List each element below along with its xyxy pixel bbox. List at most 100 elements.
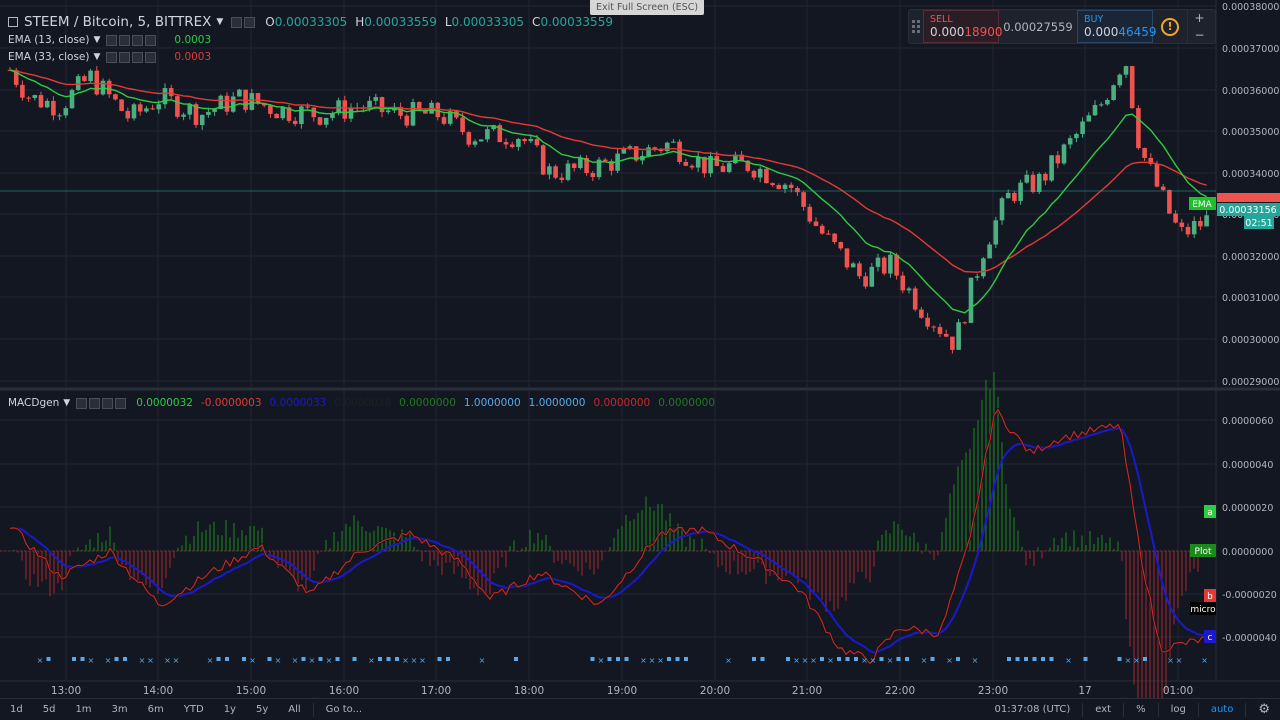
close-icon[interactable] [115,397,127,409]
time-tick-label: 17 [1078,685,1091,697]
signal-marker [318,657,323,661]
eye-icon[interactable] [106,34,118,46]
candle-body [1043,173,1048,181]
gear-icon[interactable] [244,16,256,28]
warning-button[interactable]: ! [1153,10,1187,43]
candle [844,248,850,270]
study-toolbar[interactable] [106,51,157,63]
minus-icon[interactable]: − [1194,27,1205,42]
log-toggle[interactable]: log [1170,704,1186,715]
study-ema33-label[interactable]: EMA (33, close) [8,51,90,63]
macd-tag-a: a [1204,505,1216,518]
candle [1024,170,1030,184]
study-macd-label[interactable]: MACDgen [8,397,60,409]
plus-icon[interactable] [132,34,144,46]
candle [689,164,695,170]
candle-body [999,198,1005,221]
study-ema13[interactable]: EMA (13, close) ▼ 0.0003 [8,32,211,48]
candle-body [57,115,62,117]
eye-icon[interactable] [231,16,243,28]
gear-icon[interactable]: ⚙ [1258,702,1270,717]
eye-icon[interactable] [76,397,88,409]
buy-button[interactable]: BUY 0.00046459 [1077,10,1157,43]
candle-body [590,172,596,178]
utc-clock[interactable]: 01:37:08 (UTC) [994,704,1071,715]
candle-body [602,159,608,161]
candle [88,68,93,83]
macd-pane: × × × × × × × × × × × × × × × × × × × × × × × × × × × × × × × × × × × × × × × [0,372,1216,698]
candle [1154,160,1160,188]
candle [950,336,955,354]
gear-icon[interactable] [89,397,101,409]
bottom-toolbar: 1d 5d 1m 3m 6m YTD 1y 5y All Go to... 01:37:08 (… [0,698,1280,720]
drag-handle[interactable] [909,10,923,43]
percent-toggle[interactable]: % [1136,704,1146,715]
range-button-6m[interactable]: 6m [147,704,164,715]
candle-body [187,104,193,115]
candle-body [106,80,112,95]
auto-toggle[interactable]: auto [1210,704,1234,715]
chevron-down-icon[interactable]: ▼ [93,35,101,45]
chevron-down-icon[interactable]: ▼ [93,52,101,62]
range-button-1d[interactable]: 1d [10,704,23,715]
chevron-down-icon[interactable]: ▼ [216,17,224,27]
study-toolbar[interactable] [76,397,127,409]
series-toolbar[interactable] [231,16,256,28]
candle-body [206,111,211,115]
candle-body [745,160,751,171]
candle [100,78,106,96]
time-tick-label: 01:00 [1163,685,1193,697]
range-button-1m[interactable]: 1m [75,704,92,715]
menu-icon[interactable] [8,17,18,27]
candle [702,156,707,178]
candle-body [410,102,416,126]
close-icon[interactable] [145,34,157,46]
axes: 13:00 14:00 15:00 16:00 17:00 18:00 19:00 20:00… [51,2,1280,697]
candle-body [751,170,757,178]
plus-icon[interactable]: + [1194,11,1205,26]
candle-body [671,141,676,143]
exit-fullscreen-button[interactable]: Exit Full Screen (ESC) [590,0,705,15]
chart-canvas[interactable]: × × × × × × × × × × × × × × × × × × × × × × × × × × × × × × × × × × × × × × × … [0,0,1280,698]
candle [664,141,670,155]
eye-icon[interactable] [106,51,118,63]
sell-button[interactable]: SELL 0.00018900 [923,10,1003,43]
signal-marker: × [105,656,112,665]
plus-icon[interactable] [132,51,144,63]
candle-body [900,275,906,291]
study-toolbar[interactable] [106,34,157,46]
candle-body [1074,133,1079,139]
candle [113,93,118,101]
gear-icon[interactable] [119,34,131,46]
study-ema13-label[interactable]: EMA (13, close) [8,34,90,46]
study-macdgen[interactable]: MACDgen ▼ 0.0000032 -0.0000003 0.0000033 0.… [8,395,715,411]
candle-body [782,184,788,190]
ext-toggle[interactable]: ext [1095,704,1112,715]
range-button-5d[interactable]: 5d [42,704,56,715]
bottom-right-controls: 01:37:08 (UTC) ext % log auto ⚙ [985,702,1280,717]
signal-marker [386,657,391,661]
range-button-all[interactable]: All [288,704,301,715]
study-ema33[interactable]: EMA (33, close) ▼ 0.0003 [8,49,211,65]
candle [311,107,317,122]
range-button-1y[interactable]: 1y [223,704,236,715]
quantity-stepper[interactable]: + − [1187,10,1211,43]
range-button-ytd[interactable]: YTD [183,704,204,715]
candle [906,286,912,294]
candle [348,103,354,123]
signal-marker [216,657,221,661]
candle [1111,84,1116,101]
range-button-3m[interactable]: 3m [111,704,128,715]
symbol-title[interactable]: STEEM / Bitcoin, 5, BITTREX [24,14,212,30]
gear-icon[interactable] [119,51,131,63]
candle [230,92,236,113]
candle [1074,132,1079,143]
goto-button[interactable]: Go to... [325,704,363,715]
plus-icon[interactable] [102,397,114,409]
chevron-down-icon[interactable]: ▼ [63,398,71,408]
candle-body [237,89,242,97]
candle-body [274,113,279,119]
close-icon[interactable] [145,51,157,63]
candle [32,94,38,101]
range-button-5y[interactable]: 5y [255,704,269,715]
